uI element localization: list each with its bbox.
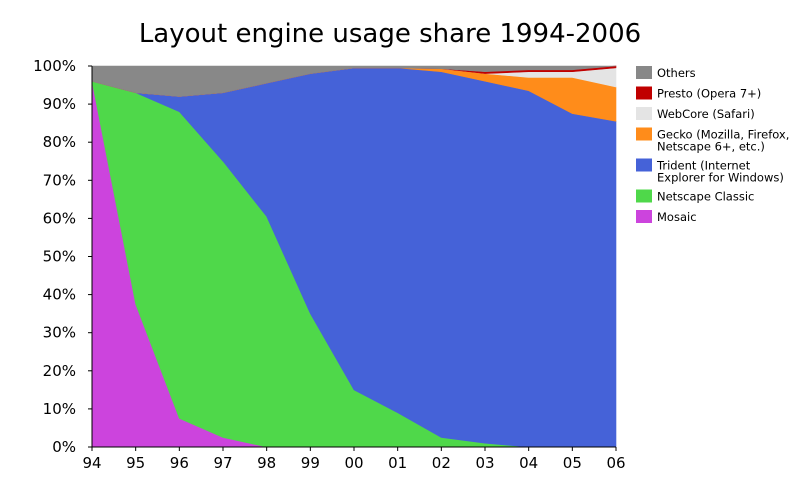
legend-label: Netscape Classic [657,190,754,204]
x-tick-label: 97 [213,454,232,472]
legend: Others Presto (Opera 7+) WebCore (Safari) G… [636,66,789,224]
y-tick-label: 70% [43,171,76,189]
y-tick-label: 80% [43,133,76,151]
area-others [91,65,617,97]
legend-item-webcore-safari: WebCore (Safari) [636,107,755,121]
y-tick-label: 90% [43,95,76,113]
legend-swatch [636,86,652,100]
x-tick-label: 01 [388,454,407,472]
y-tick-label: 60% [43,209,76,227]
legend-label: Others [657,66,696,80]
legend-item-gecko-mozilla-firefox-netscape-6-etc: Gecko (Mozilla, Firefox,Netscape 6+, etc… [636,127,789,154]
y-tick-label: 0% [52,438,76,456]
x-tick-label: 05 [563,454,582,472]
y-tick-label: 10% [43,400,76,418]
legend-label: Explorer for Windows) [657,171,784,185]
x-tick-label: 98 [257,454,276,472]
legend-label: WebCore (Safari) [657,107,755,121]
y-tick-label: 40% [43,286,76,304]
y-tick-label: 30% [43,324,76,342]
x-tick-label: 96 [170,454,189,472]
legend-item-others: Others [636,66,696,80]
x-tick-label: 00 [344,454,363,472]
legend-swatch [636,107,652,120]
legend-swatch [636,158,652,172]
y-tick-label: 50% [43,248,76,266]
legend-swatch [636,66,652,79]
x-tick-label: 95 [126,454,145,472]
y-tick-label: 20% [43,362,76,380]
legend-item-presto-opera-7: Presto (Opera 7+) [636,86,761,101]
y-tick-label: 100% [33,57,76,75]
x-tick-label: 04 [519,454,538,472]
legend-item-netscape-classic: Netscape Classic [636,189,754,204]
legend-label: Mosaic [657,210,697,224]
legend-label: Trident (Internet [656,159,751,173]
x-tick-label: 99 [301,454,320,472]
legend-label: Presto (Opera 7+) [657,87,761,101]
chart-title: Layout engine usage share 1994-2006 [139,19,641,49]
axes: 0% 10% 20% 30% 40% 50% 60% 70% 80% 90% 100% 94 95 96 9… [33,57,625,472]
legend-swatch [636,210,652,223]
x-tick-label: 94 [82,454,101,472]
x-tick-label: 02 [432,454,451,472]
plot-area [91,65,617,448]
legend-swatch [636,127,652,141]
legend-swatch [636,189,652,203]
legend-label: Netscape 6+, etc.) [657,140,765,154]
x-tick-label: 06 [606,454,625,472]
legend-label: Gecko (Mozilla, Firefox, [657,128,789,142]
legend-item-mosaic: Mosaic [636,210,697,224]
x-tick-label: 03 [475,454,494,472]
